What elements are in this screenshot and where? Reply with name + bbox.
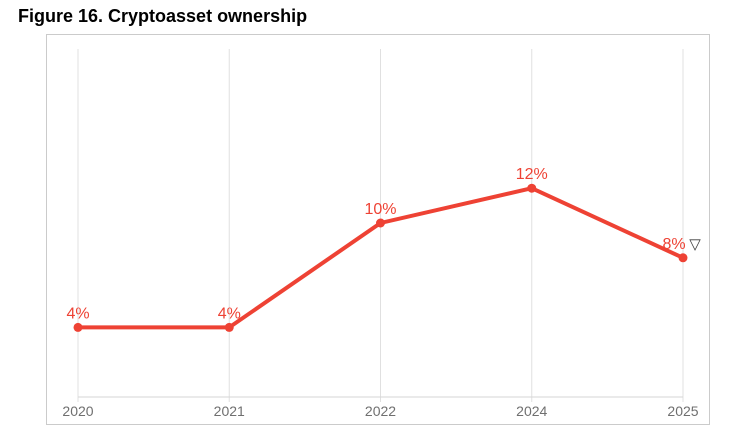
x-tick-label: 2020 — [62, 403, 93, 419]
line-chart-svg: 4% 4% 10% 12% 8% ▽ 2020 2021 2022 2024 2025 — [62, 49, 701, 419]
data-point — [224, 322, 234, 332]
down-triangle-icon: ▽ — [689, 236, 701, 253]
data-point — [527, 183, 537, 193]
x-tick-label: 2024 — [516, 403, 547, 419]
data-label: 8% — [662, 236, 685, 253]
chart-container: 4% 4% 10% 12% 8% ▽ 2020 2021 2022 2024 2025 — [46, 34, 710, 425]
data-label: 12% — [516, 166, 548, 183]
data-point — [73, 322, 83, 332]
x-tick-label: 2021 — [214, 403, 245, 419]
data-label: 10% — [364, 201, 396, 218]
figure-title: Figure 16. Cryptoasset ownership — [18, 6, 308, 26]
data-point — [678, 253, 688, 263]
x-tick-label: 2022 — [365, 403, 396, 419]
data-label: 4% — [66, 305, 89, 322]
data-point — [376, 218, 385, 228]
data-label: 4% — [218, 305, 241, 322]
x-tick-label: 2025 — [667, 403, 698, 419]
